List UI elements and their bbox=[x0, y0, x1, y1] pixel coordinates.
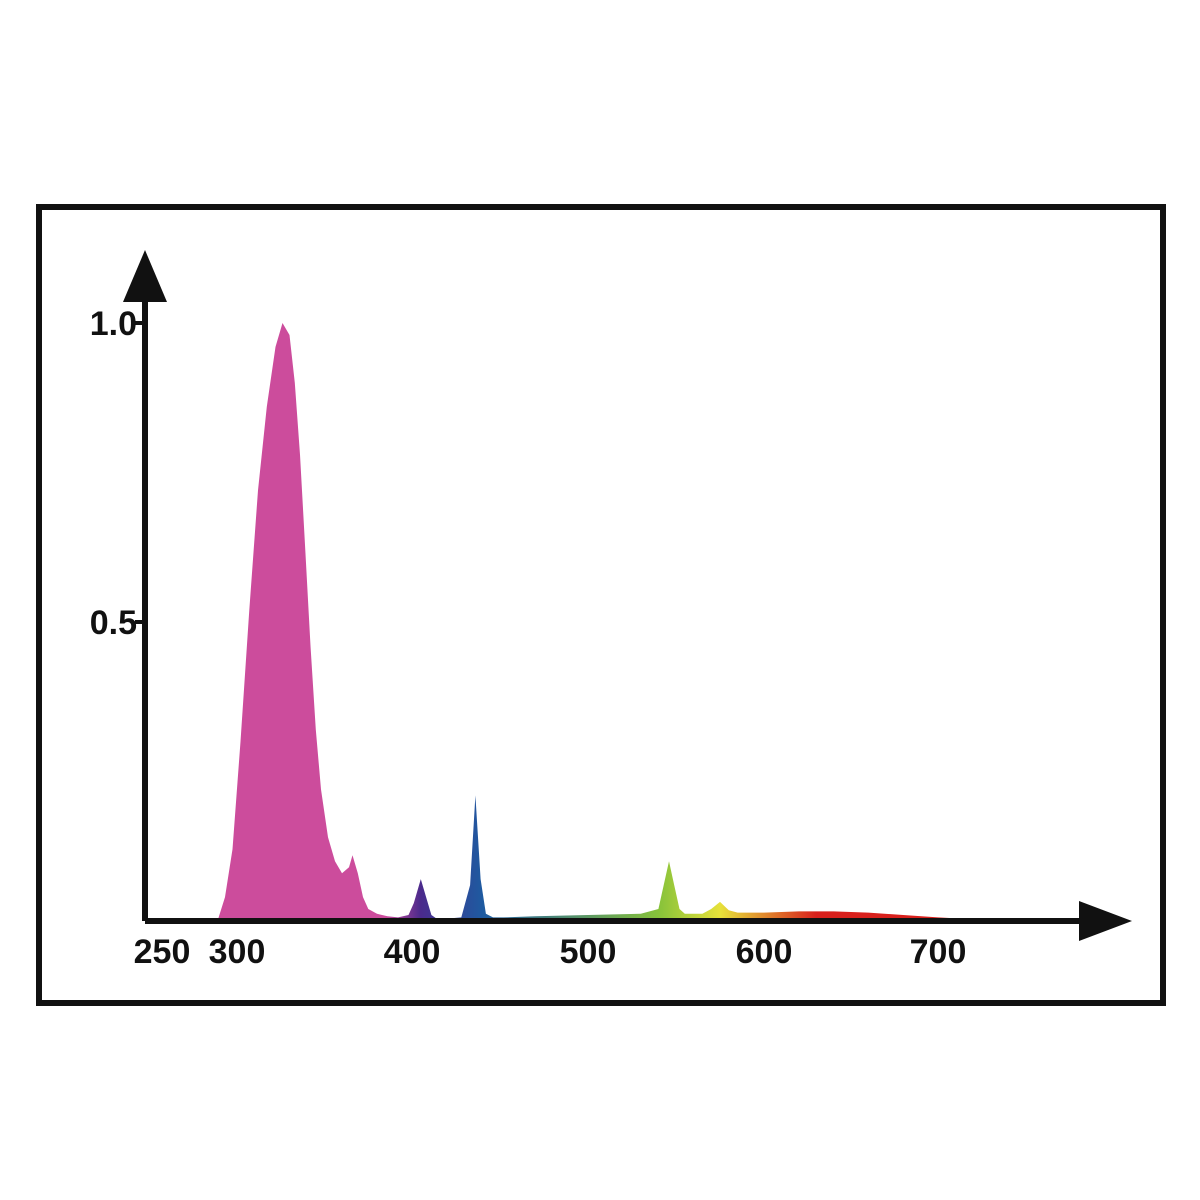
x-tick-label: 250 bbox=[134, 933, 191, 971]
x-tick-label: 400 bbox=[384, 933, 441, 971]
y-tick-label: 0.5 bbox=[90, 604, 137, 642]
y-axis-arrow bbox=[123, 250, 167, 302]
x-tick-label: 600 bbox=[736, 933, 793, 971]
y-tick-label: 1.0 bbox=[90, 305, 137, 343]
x-tick-label: 500 bbox=[560, 933, 617, 971]
x-tick-label: 300 bbox=[209, 933, 266, 971]
y-ticks: 1.0 0.5 bbox=[90, 305, 145, 642]
x-tick-label: 700 bbox=[910, 933, 967, 971]
x-axis-arrow bbox=[1079, 901, 1132, 941]
spectrum-chart: 1.0 0.5 250 300 400 500 600 700 bbox=[90, 250, 1132, 971]
spectrum-area bbox=[217, 323, 1024, 921]
chart-frame: 1.0 0.5 250 300 400 500 600 700 bbox=[36, 204, 1166, 1006]
x-ticks: 250 300 400 500 600 700 bbox=[134, 933, 967, 971]
